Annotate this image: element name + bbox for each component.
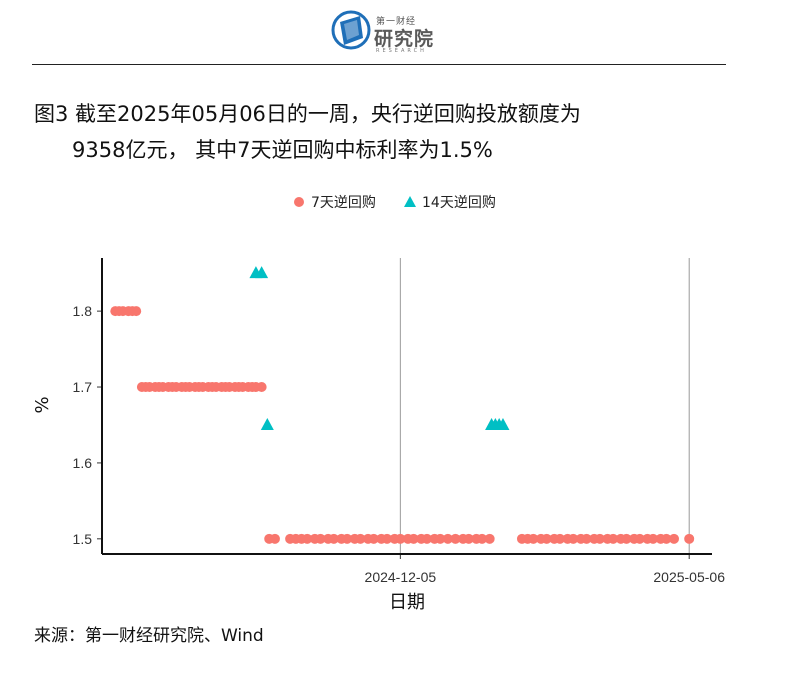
point-7d (302, 533, 313, 544)
point-7d (668, 533, 679, 544)
point-7d (648, 533, 659, 544)
point-7d (435, 533, 446, 544)
point-7d (382, 533, 393, 544)
x-axis-label: 日期 (389, 592, 425, 613)
point-7d (554, 533, 565, 544)
chart-marks (110, 266, 695, 544)
header-divider (32, 64, 726, 65)
figure-title-line1: 图3 截至2025年05月06日的一周，央行逆回购投放额度为 (34, 102, 581, 126)
legend-label-14d: 14天逆回购 (422, 195, 496, 211)
point-7d (450, 533, 461, 544)
point-7d (568, 533, 579, 544)
point-7d (684, 533, 695, 544)
point-14d (260, 417, 274, 430)
point-7d (541, 533, 552, 544)
point-7d (408, 533, 419, 544)
brand-logo: 第一财经 研究院 RESEARCH (330, 8, 440, 58)
figure-title-line2: 9358亿元， 其中7天逆回购中标利率为1.5% (72, 138, 493, 162)
source-note: 来源：第一财经研究院、Wind (34, 626, 264, 646)
figure-title: 图3 截至2025年05月06日的一周，央行逆回购投放额度为 9358亿元， 其… (34, 96, 581, 168)
y-tick-label: 1.7 (73, 379, 93, 395)
chart-gridlines (399, 258, 690, 554)
point-7d (131, 306, 142, 317)
legend-marker-7d (294, 197, 304, 207)
y-tick-label: 1.6 (73, 455, 93, 471)
point-7d (442, 533, 453, 544)
point-7d (395, 533, 406, 544)
point-14d (496, 417, 510, 430)
point-7d (328, 533, 339, 544)
point-7d (528, 533, 539, 544)
logo-main-text: 研究院 (374, 28, 435, 50)
point-7d (256, 382, 267, 393)
point-7d (342, 533, 353, 544)
point-7d (421, 533, 432, 544)
point-7d (634, 533, 645, 544)
point-14d (255, 266, 269, 279)
point-7d (608, 533, 619, 544)
point-7d (661, 533, 672, 544)
y-tick-label: 1.8 (73, 303, 93, 319)
x-tick-label: 2024-12-05 (365, 569, 437, 585)
chart-legend: 7天逆回购 14天逆回购 (294, 195, 496, 211)
chart-axes: 2024-12-05 2025-05-06 1.5 1.6 1.7 1.8 (73, 258, 725, 585)
point-7d (463, 533, 474, 544)
logo-emblem-icon (331, 10, 371, 50)
point-7d (581, 533, 592, 544)
point-7d (355, 533, 366, 544)
point-7d (368, 533, 379, 544)
point-7d (315, 533, 326, 544)
point-7d (477, 533, 488, 544)
y-axis-label: % (32, 396, 53, 413)
logo-sub-text: RESEARCH (376, 48, 427, 54)
point-7d (269, 533, 280, 544)
y-tick-label: 1.5 (73, 531, 93, 547)
point-7d (621, 533, 632, 544)
legend-label-7d: 7天逆回购 (311, 195, 376, 211)
point-7d (484, 533, 495, 544)
legend-marker-14d (404, 196, 416, 207)
x-tick-label: 2025-05-06 (653, 569, 725, 585)
point-7d (594, 533, 605, 544)
logo-top-text: 第一财经 (376, 17, 417, 27)
